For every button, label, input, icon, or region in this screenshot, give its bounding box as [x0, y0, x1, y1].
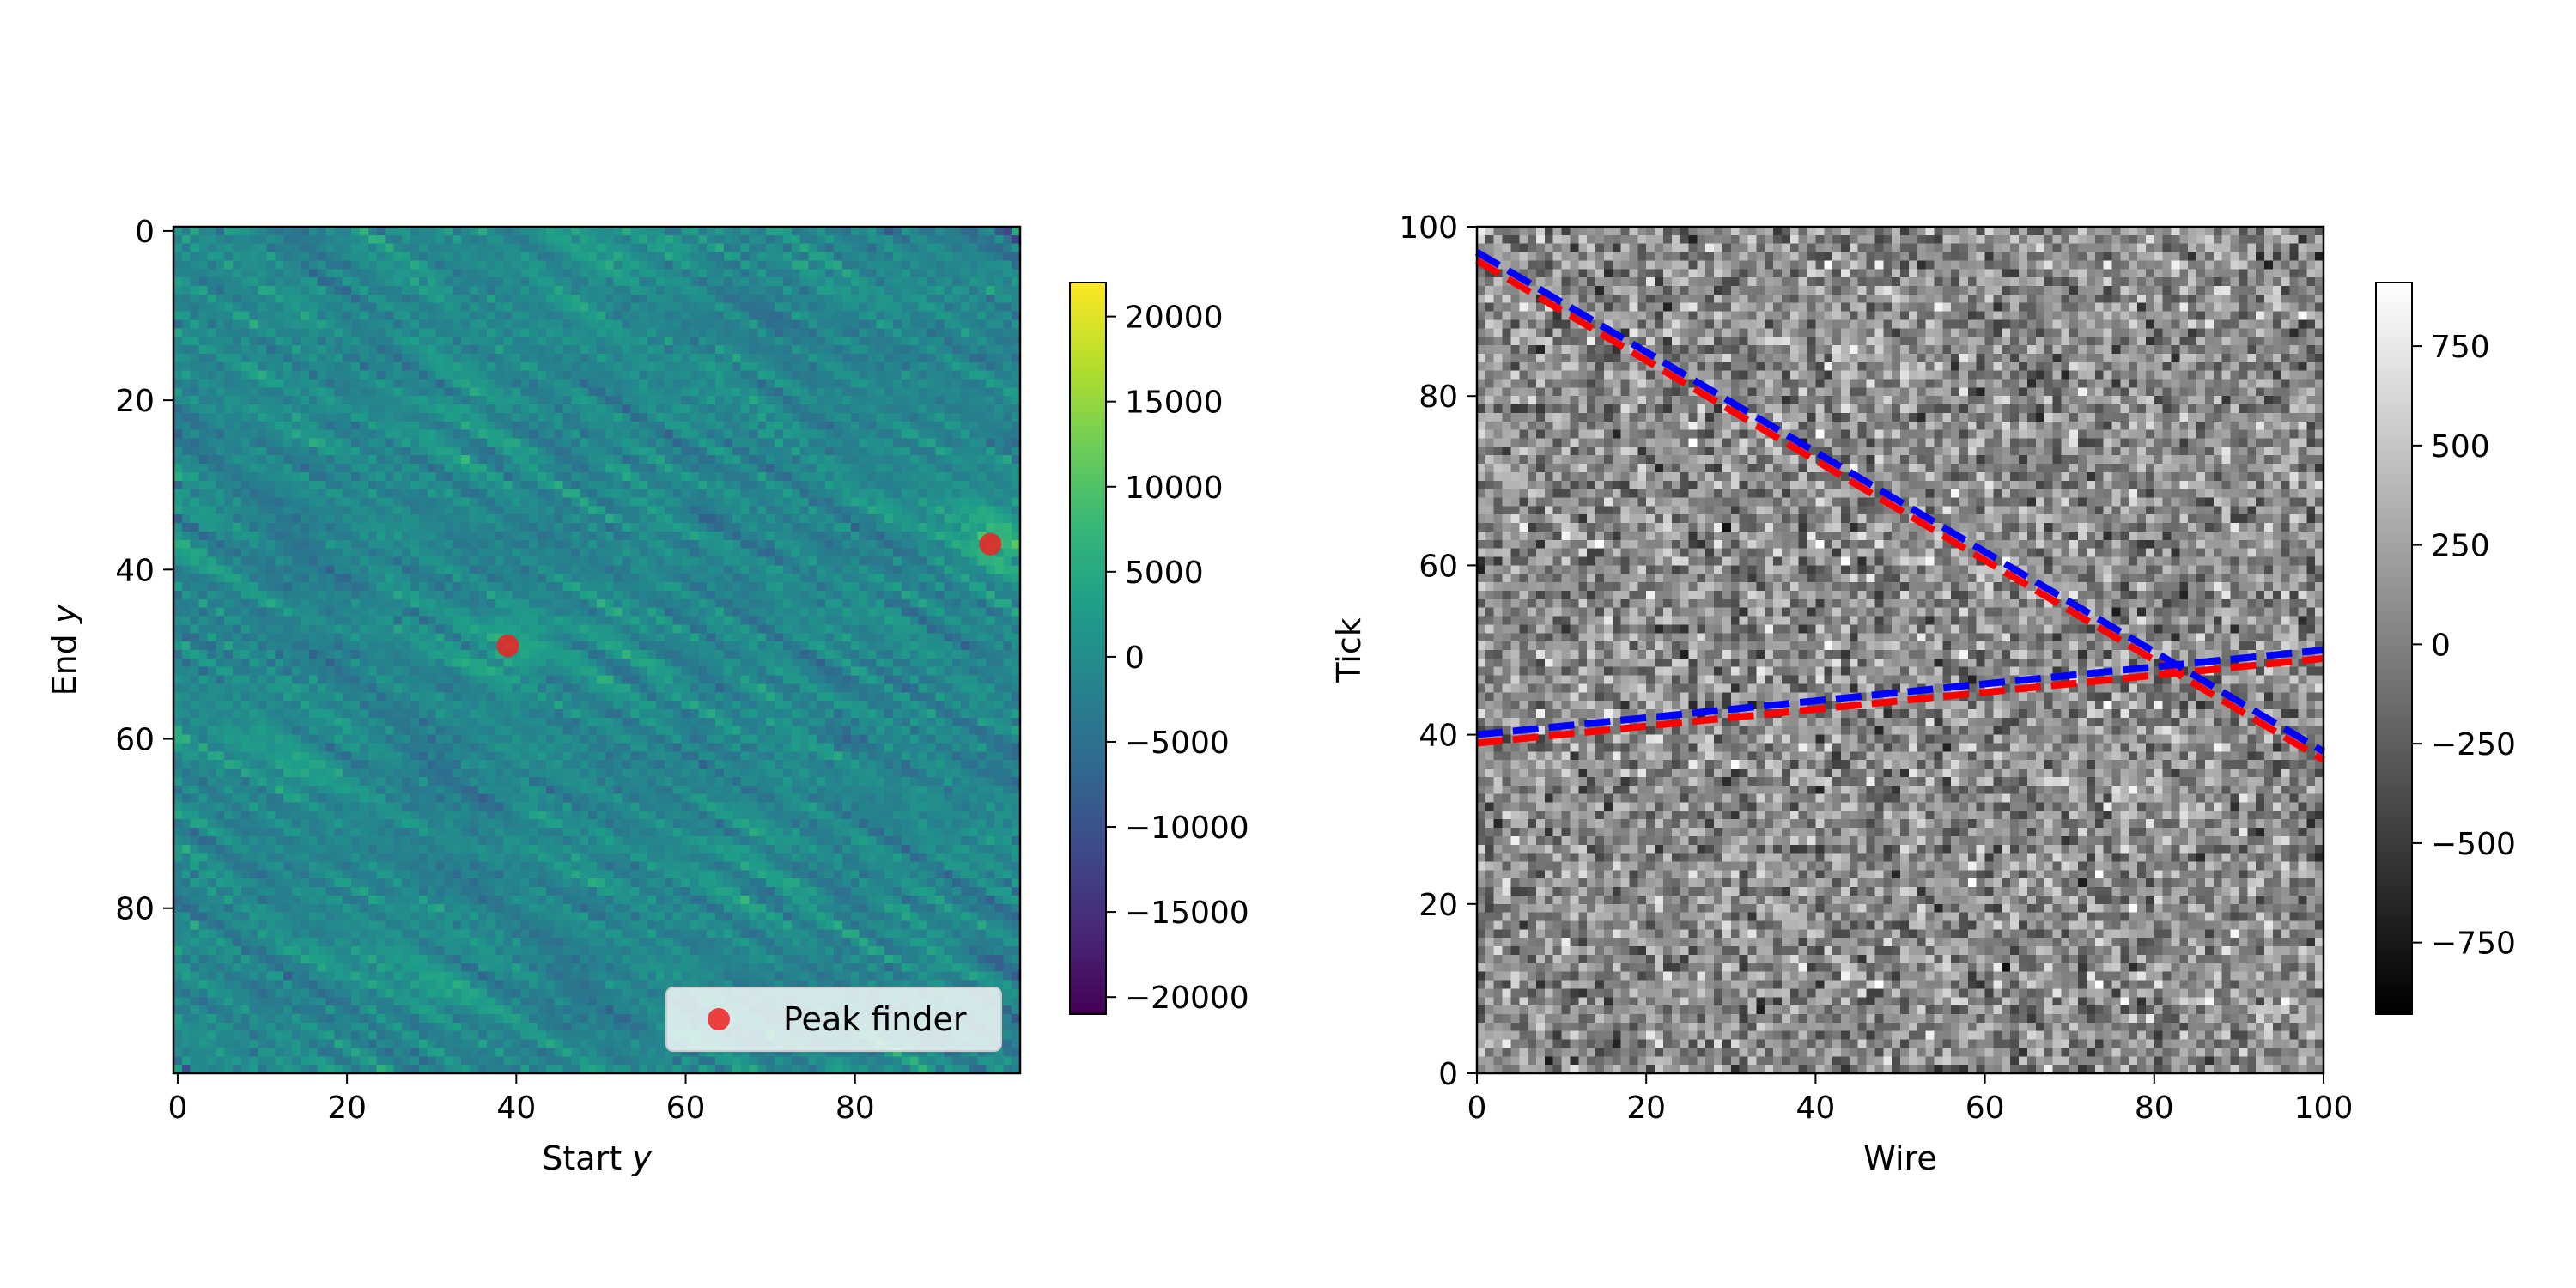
- red-dashed-line: [1476, 654, 2324, 747]
- left-x-axis-label: Start y: [542, 1139, 652, 1177]
- left-colorbar-tick-label: 5000: [1125, 556, 1204, 591]
- left-colorbar-ticks: 20000 15000 10000 5000 0 −5000 −10000 −15000 −20…: [1106, 301, 1249, 1016]
- left-colorbar-frame: [1069, 282, 1107, 1015]
- left-colorbar-tick-label: 15000: [1125, 386, 1224, 421]
- right-colorbar-tick-label: 500: [2431, 429, 2490, 465]
- left-xtick-label: 60: [666, 1091, 706, 1126]
- right-chart: 0 20 40 60 80 100 0 20 40 60 80 100 Wire Tick 750 5…: [1330, 210, 2516, 1177]
- left-ytick-label: 0: [135, 215, 155, 250]
- left-chart: 0 20 40 60 80 0 20 40 60 80 Start y End y Peak f…: [46, 215, 1249, 1177]
- left-colorbar-tick-label: 0: [1125, 641, 1145, 676]
- left-xtick-label: 20: [327, 1091, 367, 1126]
- right-colorbar-tick-label: 0: [2431, 628, 2451, 663]
- right-colorbar: [2376, 283, 2412, 1014]
- right-xtick-label: 20: [1626, 1091, 1666, 1126]
- left-ytick-label: 20: [115, 384, 155, 419]
- right-ytick-label: 0: [1438, 1057, 1458, 1092]
- right-colorbar-tick-label: 750: [2431, 330, 2490, 365]
- right-heatmap-image: [1477, 227, 2324, 1073]
- left-y-axis-label: End y: [46, 604, 83, 696]
- right-track-lines: [1474, 249, 2326, 763]
- right-xtick-label: 0: [1467, 1091, 1487, 1126]
- right-xtick-label: 60: [1965, 1091, 2005, 1126]
- right-colorbar-tick-label: 250: [2431, 529, 2490, 564]
- right-colorbar-frame: [2375, 282, 2413, 1015]
- right-xtick-label: 80: [2135, 1091, 2174, 1126]
- left-xtick-label: 0: [167, 1091, 187, 1126]
- left-legend: Peak finder: [665, 987, 1002, 1052]
- blue-dashed-line: [1474, 249, 2326, 755]
- blue-dashed-line: [1476, 647, 2324, 738]
- left-y-axis: 0 20 40 60 80: [115, 215, 173, 927]
- right-plot-frame: [1475, 225, 2325, 1075]
- right-xtick-label: 100: [2294, 1091, 2354, 1126]
- legend-marker-icon: [708, 1008, 730, 1030]
- right-x-axis: 0 20 40 60 80 100: [1467, 1073, 2354, 1126]
- left-xtick-label: 40: [496, 1091, 536, 1126]
- left-colorbar-tick-label: −15000: [1125, 896, 1249, 931]
- right-ytick-label: 40: [1419, 719, 1458, 754]
- right-ytick-label: 80: [1419, 380, 1458, 415]
- left-peak-points: [496, 532, 1002, 658]
- legend-label: Peak finder: [783, 1000, 967, 1038]
- left-colorbar: [1070, 283, 1106, 1014]
- right-y-axis: 0 20 40 60 80 100: [1399, 210, 1477, 1092]
- left-x-axis: 0 20 40 60 80: [167, 1073, 875, 1126]
- left-ytick-label: 40: [115, 553, 155, 588]
- peak-point: [979, 532, 1002, 556]
- right-x-axis-label: Wire: [1863, 1139, 1936, 1177]
- right-y-axis-label: Tick: [1330, 617, 1368, 683]
- right-ytick-label: 100: [1399, 210, 1458, 246]
- right-colorbar-tick-label: −250: [2431, 727, 2516, 762]
- peak-point: [496, 635, 519, 658]
- left-heatmap-image: [173, 227, 1020, 1073]
- left-colorbar-tick-label: −20000: [1125, 981, 1249, 1016]
- right-colorbar-tick-label: −750: [2431, 927, 2516, 962]
- right-ytick-label: 20: [1419, 888, 1458, 923]
- left-colorbar-tick-label: 10000: [1125, 471, 1224, 506]
- left-plot-frame: [172, 225, 1022, 1075]
- red-dashed-line: [1474, 257, 2326, 763]
- left-xtick-label: 80: [835, 1091, 875, 1126]
- left-colorbar-tick-label: −5000: [1125, 726, 1230, 761]
- right-xtick-label: 40: [1795, 1091, 1835, 1126]
- right-colorbar-tick-label: −500: [2431, 827, 2516, 862]
- left-colorbar-tick-label: −10000: [1125, 811, 1249, 846]
- legend-box: [665, 987, 1002, 1052]
- left-ytick-label: 60: [115, 723, 155, 758]
- left-ytick-label: 80: [115, 892, 155, 927]
- right-colorbar-ticks: 750 500 250 0 −250 −500 −750: [2412, 330, 2516, 962]
- right-ytick-label: 60: [1419, 549, 1458, 584]
- left-colorbar-tick-label: 20000: [1125, 301, 1224, 336]
